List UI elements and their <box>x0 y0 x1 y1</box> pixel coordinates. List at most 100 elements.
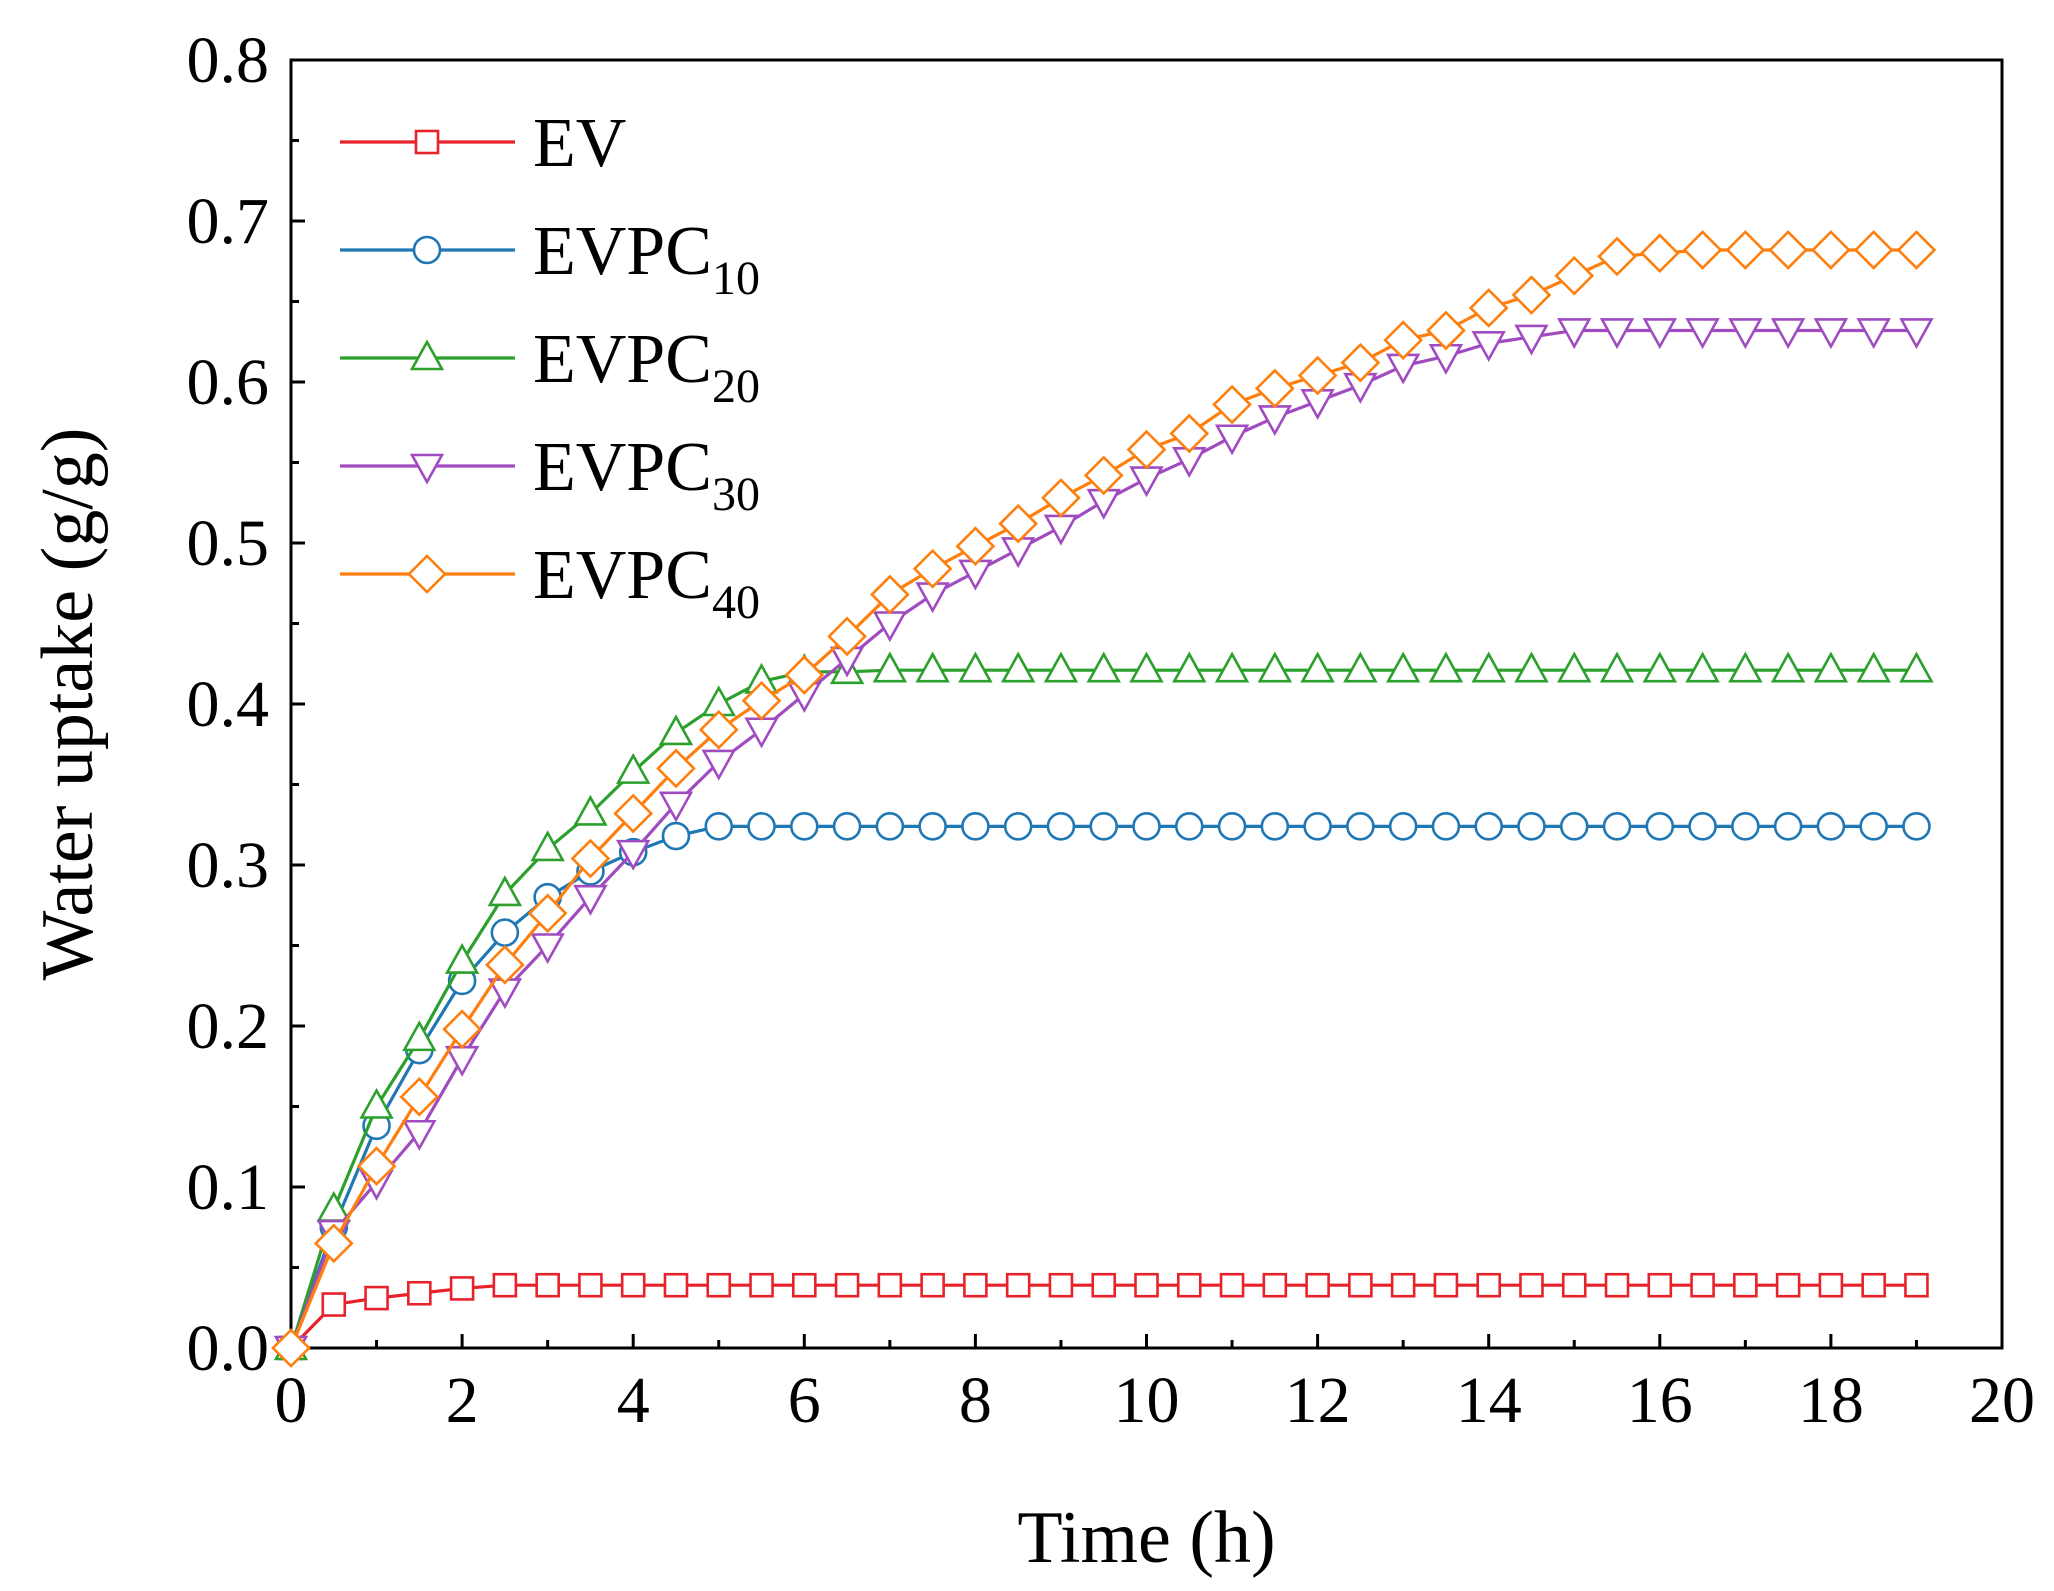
data-point-ev <box>791 1272 817 1298</box>
data-point-evpc40 <box>656 748 696 789</box>
data-point-evpc20 <box>915 651 950 683</box>
data-point-evpc30 <box>1043 514 1079 546</box>
data-point-evpc10 <box>1431 812 1461 841</box>
data-point-evpc20 <box>658 714 694 746</box>
data-point-evpc40 <box>1297 355 1338 396</box>
x-axis-title: Time (h) <box>1017 1497 1275 1579</box>
data-point-evpc10 <box>918 812 947 841</box>
data-point-evpc30 <box>1557 318 1592 350</box>
data-point-evpc30 <box>1599 318 1635 350</box>
series-line-evpc40 <box>289 248 1917 1349</box>
data-point-ev <box>449 1276 475 1301</box>
data-point-evpc40 <box>827 616 867 657</box>
data-point-evpc20 <box>1343 651 1378 683</box>
data-point-ev <box>1433 1272 1459 1298</box>
y-tick-label: 0.3 <box>187 829 270 902</box>
data-point-evpc30 <box>402 1119 437 1151</box>
legend-item-evpc40: EVPC40 <box>340 537 760 629</box>
data-point-ev <box>1690 1272 1715 1298</box>
data-point-evpc40 <box>1126 429 1167 470</box>
data-point-evpc20 <box>1685 651 1720 683</box>
data-point-evpc30 <box>1642 318 1678 350</box>
data-point-evpc10 <box>1217 812 1247 841</box>
data-point-evpc40 <box>442 1009 482 1050</box>
data-point-evpc30 <box>701 749 736 781</box>
data-point-evpc40 <box>1169 413 1210 454</box>
legend-label-main: EVPC <box>533 213 712 290</box>
data-point-ev <box>1519 1272 1544 1298</box>
data-point-evpc30 <box>1813 318 1849 350</box>
legend-item-ev: EV <box>340 105 626 182</box>
legend-label-subscript: 40 <box>712 576 760 629</box>
data-point-evpc20 <box>1599 651 1635 683</box>
data-point-evpc20 <box>1514 651 1549 683</box>
legend-label: EVPC10 <box>533 213 760 305</box>
data-point-evpc20 <box>1086 651 1121 683</box>
y-tick-label: 0.4 <box>187 668 270 741</box>
data-point-evpc20 <box>1385 651 1421 683</box>
data-point-evpc10 <box>789 812 819 841</box>
data-point-evpc10 <box>1388 812 1418 841</box>
data-point-evpc40 <box>1811 230 1851 270</box>
data-point-evpc40 <box>1254 368 1295 409</box>
data-point-evpc40 <box>485 944 525 985</box>
data-point-evpc40 <box>1468 288 1509 328</box>
data-point-evpc30 <box>1214 424 1250 456</box>
y-axis-title: Water uptake (g/g) <box>27 428 109 981</box>
data-point-evpc10 <box>875 812 905 841</box>
data-point-evpc10 <box>1132 812 1161 841</box>
data-point-evpc30 <box>530 933 565 965</box>
data-point-evpc30 <box>615 839 651 871</box>
data-point-evpc40 <box>1896 230 1937 270</box>
data-point-evpc20 <box>1728 651 1763 683</box>
y-tick-label: 0.5 <box>187 507 270 580</box>
y-axis-ticks: 0.0 0.1 0.2 0.3 0.4 0.5 0.6 0.7 0.8 <box>187 24 305 1385</box>
data-point-ev <box>1134 1272 1159 1298</box>
data-point-evpc30 <box>872 611 908 643</box>
series-line-evpc10 <box>289 824 1917 1349</box>
data-point-evpc20 <box>1214 651 1250 683</box>
data-point-ev <box>1091 1272 1117 1298</box>
data-point-evpc10 <box>1517 812 1546 841</box>
data-point-evpc40 <box>1511 275 1552 315</box>
data-point-evpc30 <box>1514 324 1549 356</box>
data-point-ev <box>1348 1272 1373 1298</box>
data-point-evpc40 <box>1083 455 1124 496</box>
data-point-ev <box>1005 1272 1031 1298</box>
data-point-evpc40 <box>698 709 739 750</box>
data-point-ev <box>407 1280 432 1306</box>
data-point-evpc20 <box>573 794 608 826</box>
x-tick-label: 12 <box>1285 1364 1351 1437</box>
data-point-evpc20 <box>1770 651 1806 683</box>
data-point-evpc40 <box>1639 233 1680 274</box>
data-point-evpc20 <box>1557 651 1592 683</box>
data-point-evpc10 <box>1474 812 1503 841</box>
data-point-ev <box>1390 1272 1416 1298</box>
data-point-ev <box>1561 1272 1587 1298</box>
data-point-evpc40 <box>527 893 568 934</box>
legend-label-main: EVPC <box>533 429 712 506</box>
x-tick-label: 20 <box>1969 1364 2035 1437</box>
data-point-evpc30 <box>1770 318 1806 350</box>
series-ev <box>278 1272 1929 1361</box>
data-point-evpc30 <box>1685 318 1720 350</box>
data-point-evpc10 <box>704 812 734 841</box>
data-point-evpc20 <box>444 942 480 974</box>
legend-label: EVPC40 <box>533 537 760 629</box>
data-point-ev <box>1476 1272 1501 1298</box>
data-point-ev <box>877 1272 903 1298</box>
data-point-evpc20 <box>1856 651 1891 683</box>
y-tick-label: 0.0 <box>187 1312 270 1385</box>
data-point-evpc20 <box>359 1087 394 1119</box>
data-point-evpc20 <box>1471 651 1506 683</box>
data-point-evpc10 <box>490 918 520 947</box>
data-point-ev <box>663 1272 689 1298</box>
data-point-evpc30 <box>744 717 779 749</box>
data-point-evpc40 <box>1554 255 1595 296</box>
y-tick-label: 0.1 <box>187 1151 270 1224</box>
data-point-evpc40 <box>1725 230 1766 270</box>
legend-label-subscript: 20 <box>712 360 760 413</box>
data-point-evpc10 <box>1731 812 1760 841</box>
data-point-evpc40 <box>741 680 782 721</box>
